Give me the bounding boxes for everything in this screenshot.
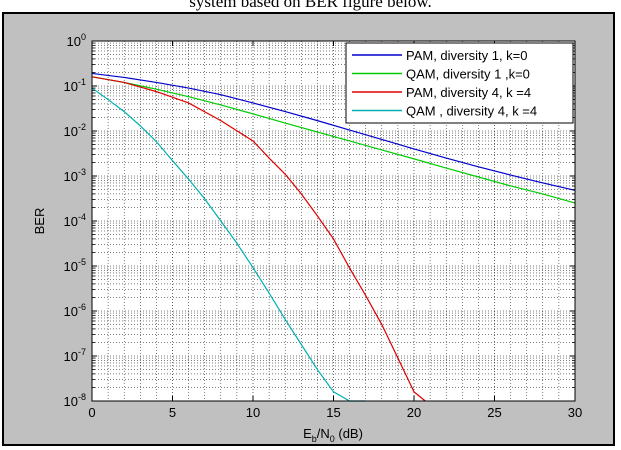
x-tick-label: 15: [326, 405, 340, 420]
x-tick-label: 30: [568, 405, 582, 420]
ber-chart: 0 5 10 15 20 25 30 100 10-1 10-2 10-3 10-4 10-5 10-6…: [32, 32, 582, 444]
legend-entry-label: QAM , diversity 4, k =4: [406, 104, 537, 119]
legend-entry-label: QAM, diversity 1 ,k=0: [406, 67, 530, 82]
y-tick-label: 10-8: [64, 392, 86, 409]
figure-caption: system based on BER figure below.: [189, 0, 432, 11]
y-tick-label: 10-6: [64, 302, 86, 319]
series-line-1: [91, 72, 576, 191]
legend-entry-label: PAM, diversity 1, k=0: [406, 48, 528, 63]
y-tick-labels: 100 10-1 10-2 10-3 10-4 10-5 10-6 10-7 10-8: [64, 32, 86, 409]
y-tick-label: 10-1: [64, 77, 86, 94]
series-line-3: [91, 76, 426, 402]
y-tick-label: 10-7: [64, 347, 86, 364]
ticks: [91, 40, 576, 402]
x-tick-label: 25: [487, 405, 501, 420]
x-tick-labels: 0 5 10 15 20 25 30: [88, 405, 582, 420]
series-line-4: [91, 87, 366, 402]
series-line-2: [91, 76, 576, 204]
x-tick-label: 0: [88, 405, 95, 420]
series-layer: [91, 72, 576, 402]
legend: PAM, diversity 1, k=0 QAM, diversity 1 ,k…: [345, 42, 574, 124]
y-tick-label: 100: [67, 32, 86, 49]
y-tick-label: 10-3: [64, 167, 86, 184]
x-tick-label: 10: [246, 405, 260, 420]
y-tick-label: 10-2: [64, 122, 86, 139]
y-axis-label: BER: [32, 208, 47, 235]
x-tick-label: 20: [407, 405, 421, 420]
y-tick-label: 10-5: [64, 257, 86, 274]
grid: [92, 41, 575, 401]
x-tick-label: 5: [169, 405, 176, 420]
figure-frame: 0 5 10 15 20 25 30 100 10-1 10-2 10-3 10-4 10-5 10-6…: [2, 12, 615, 446]
x-axis-label: Eb/N0 (dB): [303, 426, 363, 444]
legend-box: [345, 42, 574, 124]
legend-entry-label: PAM, diversity 4, k =4: [406, 85, 531, 100]
y-tick-label: 10-4: [64, 212, 86, 229]
